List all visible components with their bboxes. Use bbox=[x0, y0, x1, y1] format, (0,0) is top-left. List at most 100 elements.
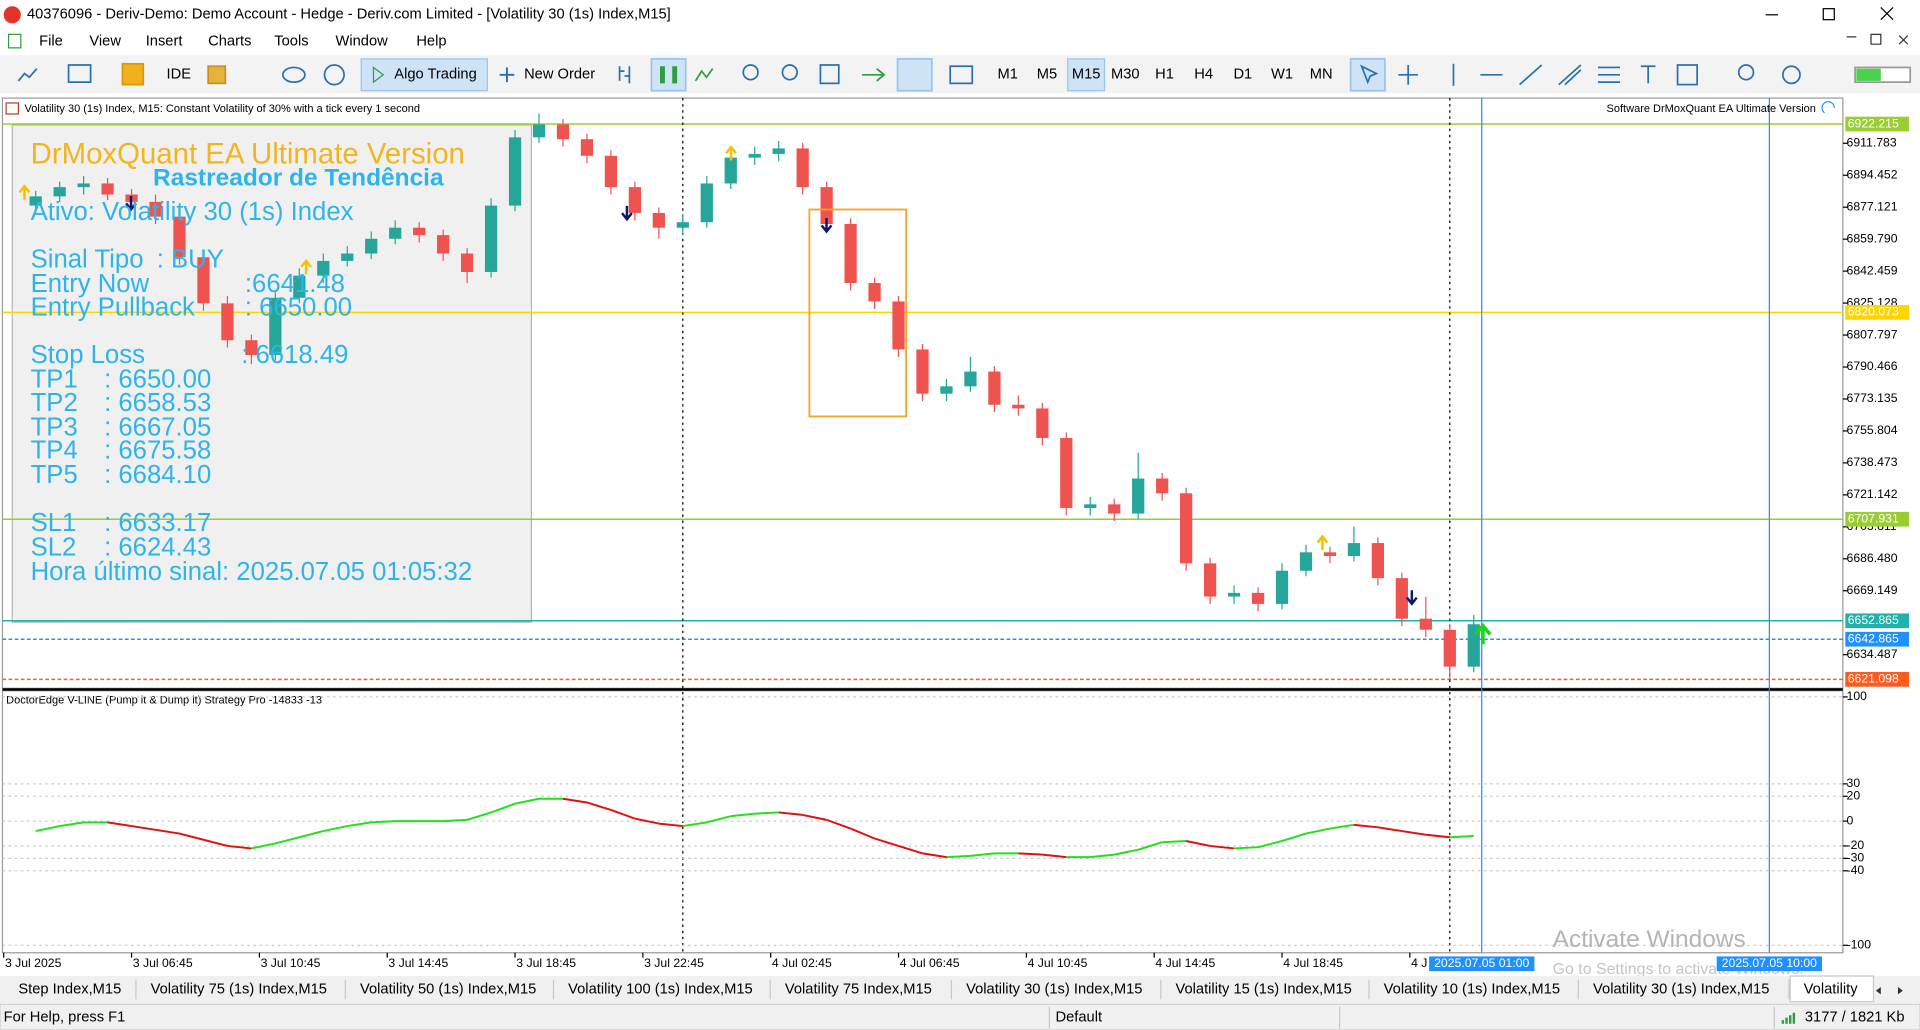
x-tick-label: 4 Jul 14:45 bbox=[1155, 956, 1215, 970]
chart-tab[interactable]: Volatility 50 (1s) Index,M15 bbox=[360, 981, 536, 997]
chart-tab[interactable]: Volatility 10 (1s) Index,M15 bbox=[1384, 981, 1560, 997]
candle-body bbox=[772, 148, 785, 154]
candle-body bbox=[964, 371, 977, 387]
scroll-icon[interactable] bbox=[862, 68, 886, 82]
candle-body bbox=[149, 201, 162, 217]
line-chart-icon[interactable] bbox=[694, 68, 714, 82]
price-line-label: 6922.215 bbox=[1848, 116, 1899, 130]
crosshair-icon[interactable] bbox=[1398, 64, 1418, 85]
menu-item[interactable]: Window bbox=[336, 34, 389, 50]
close-button[interactable] bbox=[1880, 7, 1894, 21]
menu-item[interactable]: File bbox=[39, 34, 63, 50]
chart-tab[interactable]: Volatility 15 (1s) Index,M15 bbox=[1176, 981, 1352, 997]
time-marker-label: 2025.07.05 10:00 bbox=[1722, 956, 1817, 970]
panel-row-value: : 6618.49 bbox=[241, 341, 348, 369]
timeframe-button[interactable]: H4 bbox=[1194, 67, 1213, 83]
chart-type-icon[interactable] bbox=[17, 68, 38, 82]
timeframe-button[interactable]: H1 bbox=[1155, 67, 1174, 83]
panel-row-value: : 6650.00 bbox=[245, 293, 352, 321]
candle-body bbox=[724, 157, 737, 184]
community-icon[interactable] bbox=[323, 64, 345, 86]
cursor-button[interactable] bbox=[1349, 58, 1386, 92]
zoom-out-icon[interactable] bbox=[781, 64, 798, 81]
sell-arrow bbox=[1405, 590, 1418, 606]
market-icon[interactable] bbox=[121, 62, 145, 86]
timeframe-button[interactable]: W1 bbox=[1271, 67, 1293, 83]
signals-icon[interactable] bbox=[207, 65, 227, 85]
algo-trading-button[interactable] bbox=[360, 58, 488, 92]
indicator-line bbox=[730, 812, 755, 818]
candle-body bbox=[317, 260, 330, 276]
shapes-tool[interactable] bbox=[1676, 64, 1699, 86]
chart-info: Volatility 30 (1s) Index, M15: Constant … bbox=[24, 103, 420, 115]
candle-body bbox=[556, 124, 570, 140]
y-tick-label: 6669.149 bbox=[1847, 583, 1898, 597]
status-help: For Help, press F1 bbox=[4, 1010, 126, 1026]
candle-body bbox=[1443, 629, 1456, 667]
indicator-line bbox=[778, 811, 803, 816]
indicator-line bbox=[179, 832, 204, 841]
price-line-label: 6621.098 bbox=[1848, 672, 1899, 686]
chart-tab[interactable]: Volatility 75 Index,M15 bbox=[785, 981, 932, 997]
indicator-line bbox=[514, 797, 540, 805]
search-icon[interactable] bbox=[1737, 64, 1755, 81]
chart-tab[interactable]: Volatility 100 (1s) Index,M15 bbox=[568, 981, 753, 997]
candle-body bbox=[293, 275, 306, 298]
text-tool[interactable] bbox=[1640, 65, 1656, 84]
menu-item[interactable]: Insert bbox=[146, 34, 183, 50]
timeframe-button[interactable]: M15 bbox=[1072, 67, 1101, 83]
fibo-tool[interactable] bbox=[1597, 66, 1620, 83]
chart-tab[interactable]: Volatility 75 (1s) Index,M15 bbox=[151, 981, 327, 997]
chart-tab[interactable]: Step Index,M15 bbox=[18, 981, 121, 997]
menu-item[interactable]: Charts bbox=[208, 34, 251, 50]
chart-tab[interactable]: Volatility bbox=[1804, 981, 1859, 997]
bar-chart-icon[interactable] bbox=[618, 66, 631, 84]
trendline-tool[interactable] bbox=[1519, 64, 1543, 86]
tile-icon[interactable] bbox=[819, 64, 840, 85]
ide-button[interactable]: IDE bbox=[167, 67, 192, 83]
channel-tool[interactable] bbox=[1558, 64, 1582, 86]
zoom-in-icon[interactable] bbox=[742, 64, 759, 81]
y-tick-label: 6911.783 bbox=[1847, 136, 1897, 150]
candle-body bbox=[413, 227, 426, 236]
child-window-controls[interactable] bbox=[1846, 33, 1909, 45]
menu-item[interactable]: Help bbox=[416, 34, 446, 50]
y-tick-label: 6634.487 bbox=[1847, 647, 1898, 661]
indicator-line bbox=[466, 811, 492, 821]
panel-row-value: : 6675.58 bbox=[104, 437, 211, 465]
indicator-line bbox=[1257, 840, 1283, 849]
title-bar bbox=[0, 0, 1920, 30]
candle-body bbox=[988, 371, 1001, 405]
status-profile: Default bbox=[1056, 1010, 1103, 1026]
restore-button[interactable] bbox=[1822, 8, 1835, 21]
indicator-y-tick-label: -30 bbox=[1847, 851, 1865, 865]
price-line-label-box bbox=[1845, 631, 1909, 647]
x-tick-label: 3 Jul 2025 bbox=[5, 956, 62, 970]
indicator-line bbox=[155, 828, 180, 835]
timeframe-button[interactable]: D1 bbox=[1233, 67, 1252, 83]
chart-tab[interactable]: Volatility 30 (1s) Index,M15 bbox=[966, 981, 1142, 997]
chart-tab[interactable]: Volatility 30 (1s) Index,M15 bbox=[1593, 981, 1769, 997]
indicator-line bbox=[1353, 823, 1378, 829]
algo-trading-icon bbox=[372, 66, 385, 84]
timeframe-button[interactable]: M5 bbox=[1037, 67, 1057, 83]
timeframe-button[interactable]: MN bbox=[1310, 67, 1333, 83]
new-order-button[interactable]: New Order bbox=[524, 67, 595, 83]
candle-body bbox=[197, 257, 210, 304]
timeframe-button[interactable]: M30 bbox=[1111, 67, 1140, 83]
indicator-line bbox=[946, 854, 971, 859]
price-line-label-box bbox=[1845, 116, 1909, 132]
menu-item[interactable]: View bbox=[89, 34, 121, 50]
candle-body bbox=[389, 227, 402, 239]
panel-row-value: : 6658.53 bbox=[104, 389, 211, 417]
templates-icon[interactable] bbox=[67, 64, 92, 83]
candles-button[interactable] bbox=[650, 58, 687, 92]
account-icon[interactable] bbox=[1782, 65, 1801, 85]
screenshot-icon[interactable] bbox=[949, 65, 974, 85]
autoscroll-button[interactable] bbox=[896, 58, 933, 92]
indicator-line bbox=[1329, 823, 1355, 830]
menu-item[interactable]: Tools bbox=[274, 34, 308, 50]
timeframe-button[interactable]: M1 bbox=[998, 67, 1018, 83]
vps-icon[interactable] bbox=[282, 66, 306, 83]
indicator-line bbox=[1401, 830, 1426, 836]
